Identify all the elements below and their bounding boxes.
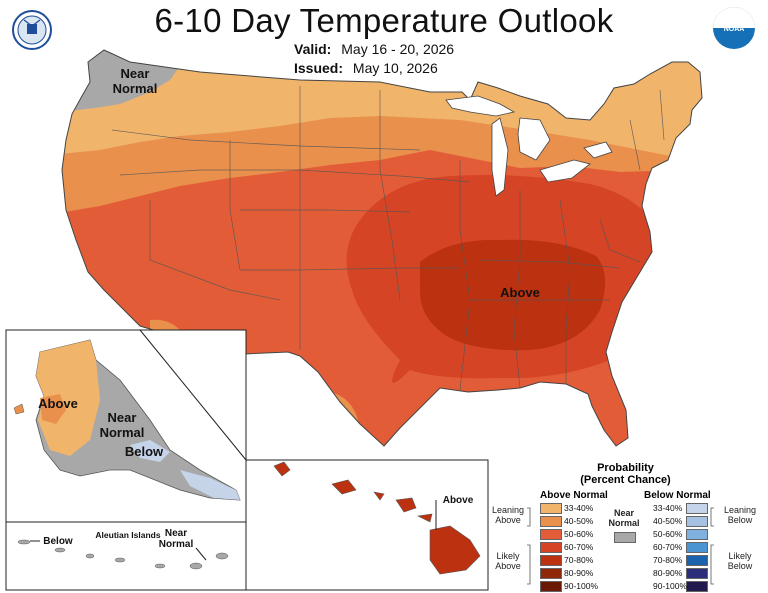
page-title: 6-10 Day Temperature Outlook (154, 2, 614, 39)
alaska-above-label: Above (38, 396, 78, 411)
legend-below-label-1: 40-50% (653, 515, 683, 526)
legend-below-swatch-4 (686, 555, 708, 566)
aleutian-inset (5, 521, 247, 591)
legend-leaning-above: Leaning Above (491, 505, 525, 525)
conus-near-normal-label: Near Normal (112, 66, 158, 96)
legend-above-header: Above Normal (540, 490, 608, 501)
legend-below-header: Below Normal (644, 490, 711, 501)
alaska-near-normal-label: Near Normal (99, 410, 145, 440)
legend-likely-below: Likely Below (727, 551, 753, 571)
legend-above-label-2: 50-60% (564, 528, 594, 539)
valid-value: May 16 - 20, 2026 (341, 41, 455, 57)
legend: Probability (Percent Chance) Above Norma… (488, 462, 763, 592)
legend-below-swatch-0 (686, 503, 708, 514)
legend-above-swatch-3 (540, 542, 562, 553)
alaska-inset (5, 329, 247, 523)
legend-below-label-3: 60-70% (653, 541, 683, 552)
hawaii-above-label: Above (442, 495, 474, 506)
aleutian-below-label: Below (43, 536, 73, 547)
legend-above-label-4: 70-80% (564, 554, 594, 565)
legend-above-swatch-2 (540, 529, 562, 540)
legend-title: Probability (Percent Chance) (488, 462, 763, 486)
legend-above-swatch-6 (540, 581, 562, 592)
issued-line: Issued: May 10, 2026 (294, 60, 438, 76)
legend-title-line2: (Percent Chance) (580, 474, 671, 486)
noaa-logo-text: NOAA (723, 26, 745, 33)
issued-value: May 10, 2026 (352, 60, 438, 76)
aleutian-islands-label: Aleutian Islands (95, 530, 161, 540)
legend-below-label-6: 90-100% (653, 580, 688, 591)
legend-below-swatch-6 (686, 581, 708, 592)
alaska-below-label: Below (124, 444, 164, 459)
legend-near-normal-swatch (614, 532, 636, 543)
legend-below-swatch-1 (686, 516, 708, 527)
legend-above-swatch-1 (540, 516, 562, 527)
legend-below-label-2: 50-60% (653, 528, 683, 539)
legend-above-label-3: 60-70% (564, 541, 594, 552)
legend-below-swatch-5 (686, 568, 708, 579)
legend-above-swatch-0 (540, 503, 562, 514)
legend-likely-above: Likely Above (495, 551, 521, 571)
aleutian-near-normal-label: Near Normal (158, 528, 194, 550)
legend-above-label-0: 33-40% (564, 502, 594, 513)
legend-leaning-below: Leaning Below (723, 505, 757, 525)
legend-below-swatch-2 (686, 529, 708, 540)
legend-title-line1: Probability (597, 462, 654, 474)
legend-above-label-1: 40-50% (564, 515, 594, 526)
legend-above-swatch-4 (540, 555, 562, 566)
noaa-logo (713, 7, 755, 49)
valid-line: Valid: May 16 - 20, 2026 (294, 41, 454, 57)
issued-label: Issued: (294, 60, 344, 76)
legend-below-label-4: 70-80% (653, 554, 683, 565)
legend-below-label-0: 33-40% (653, 502, 683, 513)
legend-above-label-6: 90-100% (564, 580, 599, 591)
department-of-commerce-seal (12, 10, 52, 50)
conus-above-label: Above (500, 285, 540, 300)
legend-below-swatch-3 (686, 542, 708, 553)
valid-label: Valid: (294, 41, 332, 57)
legend-above-swatch-5 (540, 568, 562, 579)
hawaii-inset (245, 459, 489, 591)
legend-below-label-5: 80-90% (653, 567, 683, 578)
legend-above-label-5: 80-90% (564, 567, 594, 578)
legend-near-normal-label: Near Normal (608, 508, 640, 528)
